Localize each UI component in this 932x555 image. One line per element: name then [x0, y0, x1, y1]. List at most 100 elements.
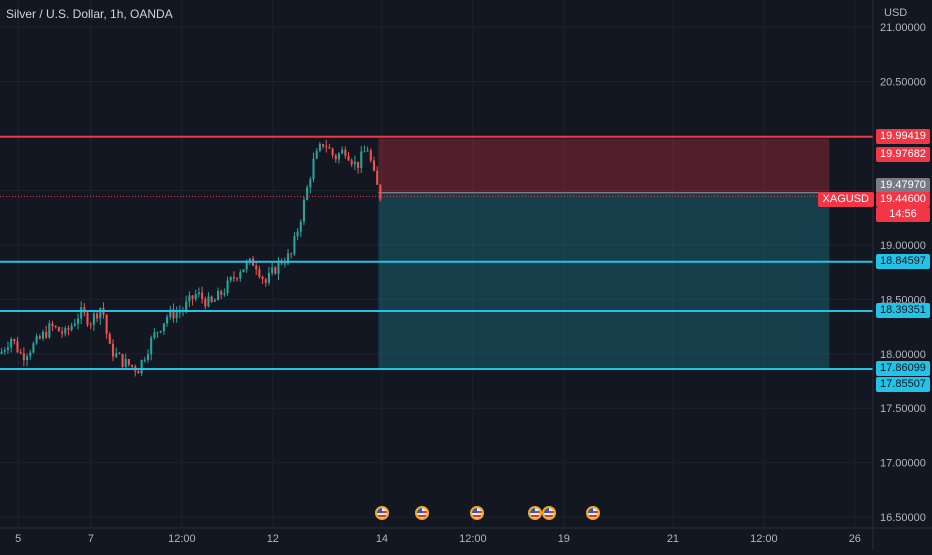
candle-body[interactable] [64, 328, 67, 334]
candle-body[interactable] [325, 146, 328, 148]
candle-body[interactable] [127, 359, 130, 365]
us-flag-event-icon[interactable] [414, 506, 429, 520]
candle-body[interactable] [353, 161, 356, 165]
candle-body[interactable] [197, 292, 200, 294]
candle-body[interactable] [3, 350, 6, 352]
candle-body[interactable] [115, 353, 118, 357]
candle-body[interactable] [248, 258, 251, 263]
candle-body[interactable] [347, 155, 350, 161]
candle-body[interactable] [350, 160, 353, 165]
candle-body[interactable] [245, 262, 248, 270]
candle-body[interactable] [48, 323, 51, 338]
candle-body[interactable] [207, 296, 210, 307]
stop-loss-zone[interactable] [378, 138, 830, 193]
candle-body[interactable] [137, 371, 140, 374]
candle-body[interactable] [236, 278, 239, 280]
candle-body[interactable] [296, 231, 299, 237]
candle-body[interactable] [54, 326, 57, 328]
candle-body[interactable] [363, 151, 366, 153]
candle-body[interactable] [283, 263, 286, 265]
candle-body[interactable] [26, 356, 29, 361]
us-flag-event-icon[interactable] [527, 506, 542, 520]
candle-body[interactable] [210, 296, 213, 302]
candle-body[interactable] [216, 290, 220, 301]
candle-body[interactable] [261, 276, 264, 280]
candle-body[interactable] [80, 307, 83, 319]
candle-body[interactable] [312, 158, 315, 180]
candle-body[interactable] [67, 328, 70, 330]
candle-body[interactable] [150, 337, 153, 355]
candle-body[interactable] [172, 309, 175, 319]
candle-body[interactable] [41, 331, 45, 339]
candle-body[interactable] [83, 307, 86, 313]
candle-body[interactable] [92, 313, 95, 325]
candle-body[interactable] [309, 179, 312, 188]
candle-body[interactable] [315, 150, 318, 159]
candle-body[interactable] [175, 312, 178, 319]
candle-body[interactable] [89, 324, 92, 326]
us-flag-event-icon[interactable] [469, 506, 484, 520]
candle-body[interactable] [108, 333, 111, 344]
candle-body[interactable] [143, 359, 146, 361]
candle-body[interactable] [341, 149, 344, 154]
candle-body[interactable] [322, 144, 325, 147]
candle-body[interactable] [118, 353, 121, 355]
candle-body[interactable] [302, 199, 305, 222]
candle-body[interactable] [140, 360, 143, 374]
candle-body[interactable] [274, 267, 277, 274]
candle-body[interactable] [287, 253, 290, 264]
candle-body[interactable] [19, 352, 22, 354]
candle-body[interactable] [191, 295, 194, 300]
candle-body[interactable] [220, 290, 223, 295]
candle-body[interactable] [45, 331, 48, 338]
candle-body[interactable] [111, 343, 115, 357]
candle-body[interactable] [229, 277, 232, 281]
candle-body[interactable] [153, 332, 156, 338]
candle-body[interactable] [372, 160, 376, 171]
candle-body[interactable] [264, 279, 267, 283]
candle-body[interactable] [96, 313, 99, 319]
candle-body[interactable] [299, 221, 302, 232]
candle-body[interactable] [357, 161, 360, 169]
candle-body[interactable] [162, 323, 165, 332]
candle-body[interactable] [318, 144, 321, 151]
us-flag-event-icon[interactable] [585, 506, 600, 520]
candle-body[interactable] [188, 295, 191, 302]
candle-body[interactable] [337, 153, 341, 160]
candle-body[interactable] [366, 150, 369, 152]
candle-body[interactable] [258, 269, 261, 277]
candle-body[interactable] [277, 260, 280, 274]
candle-body[interactable] [201, 292, 204, 299]
candle-body[interactable] [194, 293, 197, 300]
candle-body[interactable] [169, 309, 172, 317]
candle-body[interactable] [131, 364, 134, 367]
take-profit-zone[interactable] [378, 192, 830, 370]
candle-body[interactable] [22, 353, 25, 361]
candle-body[interactable] [13, 339, 16, 342]
us-flag-event-icon[interactable] [542, 506, 557, 520]
candle-body[interactable] [99, 307, 102, 319]
candle-body[interactable] [105, 314, 108, 334]
candle-body[interactable] [0, 351, 3, 354]
candle-body[interactable] [178, 311, 181, 313]
candle-body[interactable] [121, 354, 124, 367]
candle-body[interactable] [369, 150, 372, 161]
candle-body[interactable] [10, 339, 13, 348]
candle-body[interactable] [35, 336, 38, 344]
candle-body[interactable] [328, 147, 331, 149]
candle-body[interactable] [70, 325, 73, 330]
candle-body[interactable] [360, 151, 363, 169]
candle-body[interactable] [306, 187, 309, 200]
candle-body[interactable] [61, 331, 64, 334]
candle-body[interactable] [38, 336, 41, 339]
candle-body[interactable] [242, 269, 245, 273]
candle-body[interactable] [124, 359, 127, 367]
candle-body[interactable] [51, 323, 54, 327]
candle-body[interactable] [86, 312, 89, 325]
candle-body[interactable] [344, 149, 347, 156]
candle-body[interactable] [290, 253, 293, 255]
candle-body[interactable] [331, 148, 334, 156]
candle-body[interactable] [255, 265, 258, 270]
